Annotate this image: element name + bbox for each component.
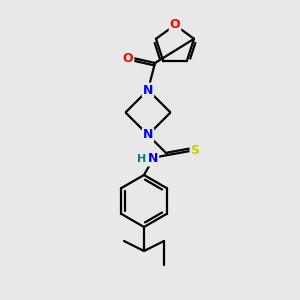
Text: O: O <box>170 19 180 32</box>
Text: S: S <box>190 145 200 158</box>
Text: O: O <box>123 52 133 64</box>
Text: N: N <box>143 128 153 142</box>
Text: H: H <box>137 154 147 164</box>
Text: N: N <box>143 83 153 97</box>
Text: N: N <box>148 152 158 166</box>
